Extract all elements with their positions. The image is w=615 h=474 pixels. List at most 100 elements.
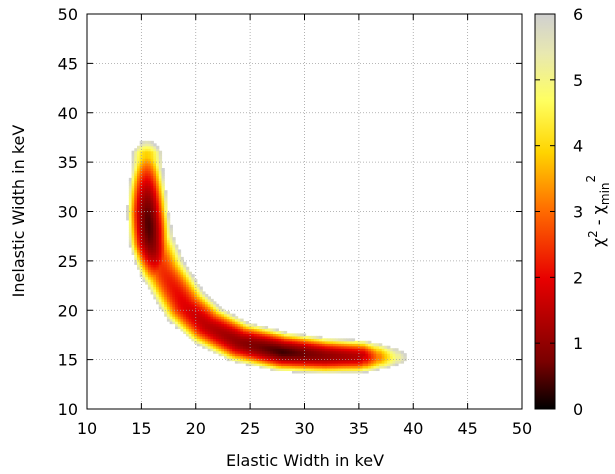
- heatmap-cell: [327, 343, 331, 347]
- heatmap-cell: [272, 365, 277, 369]
- heatmap-cell: [166, 217, 171, 221]
- heatmap-cell: [256, 343, 260, 347]
- heatmap-cell: [223, 348, 228, 352]
- heatmap-cell: [153, 219, 157, 223]
- heatmap-cell: [281, 330, 285, 335]
- heatmap-cell: [327, 350, 331, 354]
- heatmap-cell: [327, 360, 331, 364]
- heatmap-cell: [351, 338, 356, 342]
- heatmap-cell: [229, 323, 233, 327]
- heatmap-cell: [169, 311, 173, 315]
- heatmap-cell: [161, 271, 165, 275]
- heatmap-cell: [262, 333, 266, 337]
- heatmap-cell: [289, 353, 293, 357]
- heatmap-cell: [272, 340, 277, 344]
- heatmap-cell: [338, 365, 342, 369]
- heatmap-cell: [354, 353, 358, 357]
- heatmap-cell: [158, 237, 163, 241]
- heatmap-cell: [291, 363, 296, 367]
- heatmap-cell: [381, 358, 386, 362]
- heatmap-cell: [147, 163, 152, 167]
- heatmap-cell: [362, 345, 366, 349]
- heatmap-cell: [283, 367, 288, 372]
- heatmap-cell: [259, 365, 263, 369]
- heatmap-cell: [139, 251, 144, 256]
- heatmap-cell: [335, 345, 339, 349]
- heatmap-cell: [243, 355, 247, 359]
- heatmap-cell: [226, 325, 231, 330]
- heatmap-cell: [395, 355, 399, 359]
- heatmap-cell: [169, 279, 173, 283]
- heatmap-cell: [180, 323, 184, 327]
- heatmap-cell: [240, 355, 244, 359]
- heatmap-cell: [202, 335, 206, 339]
- heatmap-cell: [354, 360, 358, 364]
- heatmap-cell: [191, 303, 195, 307]
- heatmap-cell: [340, 370, 345, 374]
- heatmap-cell: [156, 291, 160, 295]
- heatmap-cell: [158, 259, 163, 263]
- heatmap-cell: [131, 239, 135, 243]
- heatmap-cell: [237, 335, 241, 339]
- heatmap-cell: [308, 350, 312, 354]
- heatmap-cell: [191, 274, 195, 278]
- heatmap-cell: [175, 325, 179, 330]
- heatmap-cell: [202, 328, 206, 332]
- heatmap-cell: [218, 335, 222, 339]
- heatmap-cell: [321, 343, 326, 347]
- heatmap-cell: [180, 316, 184, 320]
- heatmap-cell: [188, 313, 192, 317]
- heatmap-cell: [297, 367, 301, 372]
- heatmap-cell: [183, 316, 187, 320]
- heatmap-cell: [381, 348, 386, 352]
- heatmap-cell: [136, 155, 141, 159]
- heatmap-cell: [145, 219, 149, 223]
- heatmap-cell: [156, 254, 160, 258]
- heatmap-cell: [275, 365, 279, 369]
- heatmap-cell: [378, 345, 383, 349]
- heatmap-cell: [262, 340, 266, 344]
- colorbar-label: χ2 - χmin2: [584, 175, 612, 247]
- heatmap-cell: [169, 237, 173, 241]
- heatmap-cell: [365, 358, 369, 362]
- heatmap-cell: [156, 239, 160, 243]
- heatmap-cell: [316, 355, 320, 359]
- heatmap-cell: [286, 353, 290, 357]
- heatmap-cell: [169, 244, 173, 248]
- heatmap-cell: [191, 296, 195, 300]
- heatmap-cell: [213, 325, 217, 330]
- heatmap-cell: [156, 155, 160, 159]
- heatmap-cell: [196, 323, 201, 327]
- colorbar-label-base: χ: [589, 238, 608, 247]
- heatmap-cell: [368, 345, 372, 349]
- heatmap-cell: [150, 165, 154, 169]
- heatmap-cell: [294, 343, 299, 347]
- heatmap-cell: [365, 367, 369, 372]
- heatmap-cell: [240, 323, 244, 327]
- heatmap-cell: [338, 340, 342, 344]
- heatmap-cell: [272, 358, 277, 362]
- heatmap-cell: [316, 348, 320, 352]
- heatmap-cell: [150, 234, 154, 238]
- heatmap-cell: [136, 158, 141, 162]
- heatmap-cell: [191, 328, 195, 332]
- heatmap-cell: [204, 330, 209, 335]
- heatmap-cell: [164, 229, 168, 233]
- heatmap-cell: [156, 200, 160, 204]
- heatmap-cell: [156, 217, 160, 221]
- heatmap-cell: [232, 358, 236, 362]
- heatmap-cell: [147, 167, 152, 172]
- heatmap-cell: [156, 172, 160, 177]
- heatmap-cell: [156, 150, 160, 154]
- heatmap-cell: [169, 298, 173, 302]
- heatmap-cell: [142, 246, 146, 251]
- heatmap-cell: [264, 328, 269, 332]
- heatmap-cell: [156, 185, 160, 189]
- heatmap-cell: [161, 259, 165, 263]
- heatmap-cell: [226, 340, 231, 344]
- heatmap-cell: [381, 355, 386, 359]
- heatmap-cell: [245, 345, 250, 349]
- heatmap-cell: [172, 249, 176, 253]
- heatmap-cell: [207, 313, 212, 317]
- heatmap-cell: [313, 363, 318, 367]
